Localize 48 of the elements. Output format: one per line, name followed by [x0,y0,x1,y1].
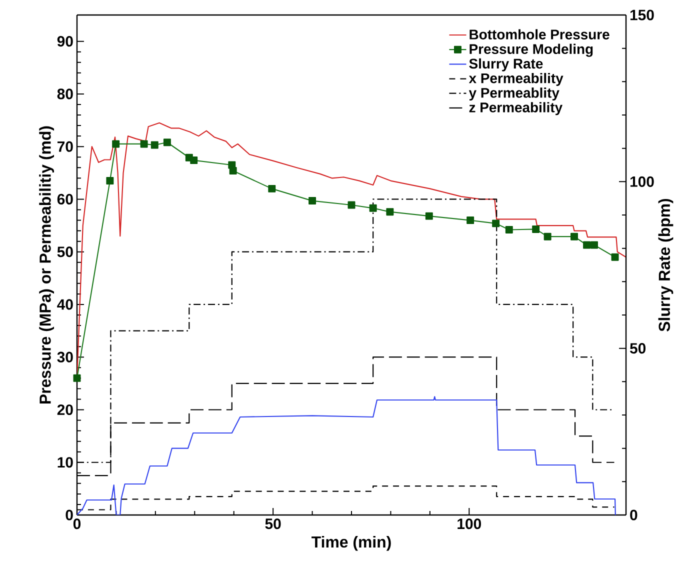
y-tick-label: 70 [58,141,73,152]
point [590,241,598,249]
x-tick-label: 100 [458,518,481,530]
legend-label: x Permeability [468,72,564,86]
y-tick-label: 90 [57,36,73,47]
point [268,184,276,192]
y-tick-label: 40 [57,299,73,310]
y-axis-title: Pressure (MPa) or Permeabilitiy (md) [39,126,54,404]
point [112,140,120,148]
y2-tick-label: 0 [630,510,638,520]
y-tick-label: 30 [57,352,73,362]
point [583,241,591,249]
point [308,197,316,205]
y2-axis-title: Slurry Rate (bpm) [658,198,674,332]
point [544,232,552,240]
y-tick-label: 20 [57,404,73,416]
point [229,167,237,175]
point [425,212,433,220]
legend-label: z Permeability [469,102,562,116]
y2-tick-label: 150 [630,10,654,20]
point [190,156,198,164]
point [386,208,394,216]
y-tick-label: 10 [58,457,73,468]
point [570,232,578,240]
y-tick-label: 80 [57,88,73,100]
y-tick-label: 0 [66,510,73,520]
point [140,140,148,148]
x-tick-label: 50 [265,518,281,530]
point [348,201,356,209]
x-axis-title: Time (min) [312,536,391,551]
point [492,220,500,228]
y-tick-label: 60 [57,194,73,204]
point [106,177,114,185]
point [369,204,377,212]
y2-tick-label: 100 [630,176,654,187]
y2-tick-label: 50 [630,343,646,354]
legend-label: Bottomhole Pressure [470,29,610,40]
point [466,216,474,224]
point [611,253,619,261]
point [505,226,513,234]
x-tick-label: 0 [73,518,81,530]
point [150,141,158,149]
legend-label: Pressure Modeling [470,44,593,57]
point [532,225,540,233]
legend-label: y Permeablity [468,88,560,101]
y-tick-label: 50 [57,246,73,258]
legend-label: Slurry Rate [469,58,543,72]
point [163,138,171,146]
